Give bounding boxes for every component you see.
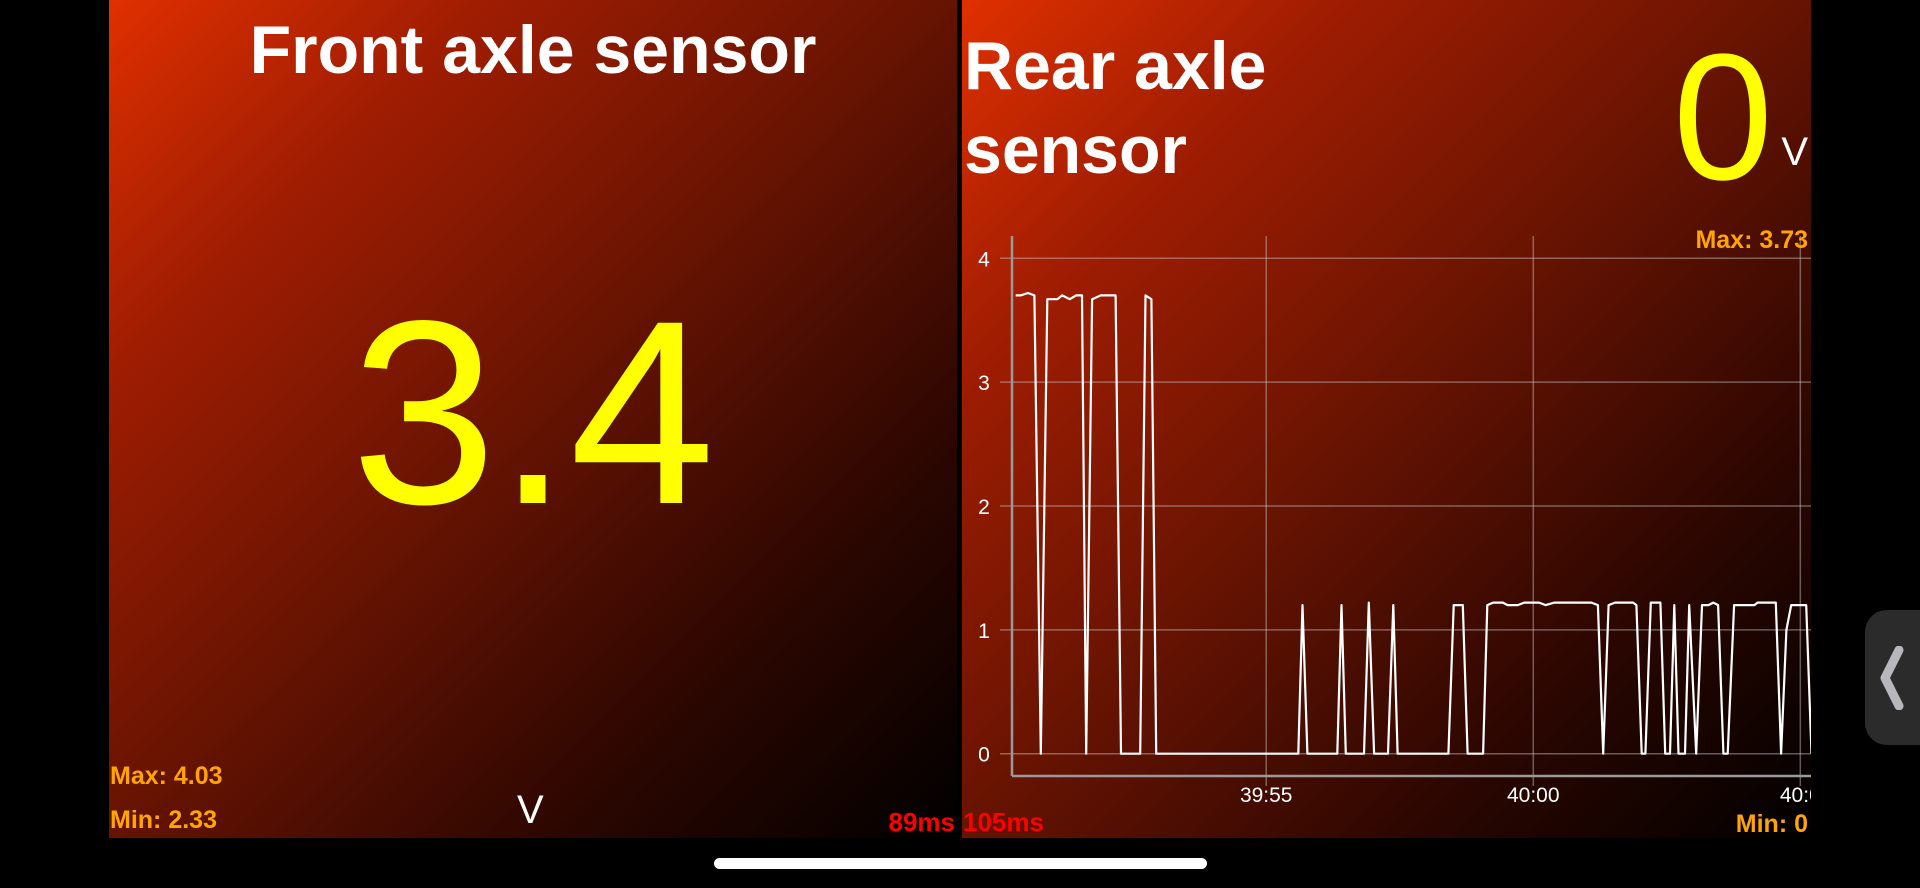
x-tick-label: 40:0 — [1780, 784, 1811, 807]
front-min-label: Min: 2.33 — [110, 806, 217, 834]
front-axle-panel[interactable]: Front axle sensor 3.4 V Max: 4.03 Min: 2… — [109, 0, 957, 838]
x-tick-label: 40:00 — [1507, 784, 1560, 807]
rear-latency: 105ms — [963, 807, 1044, 837]
y-tick-label: 1 — [978, 620, 990, 643]
rear-sensor-title: Rear axle sensor — [964, 28, 1267, 188]
front-sensor-unit: V — [517, 788, 544, 832]
rear-sensor-chart: 0 1 2 3 4 39:55 40:00 40:0 — [978, 236, 1811, 807]
rear-sensor-unit: V — [1781, 130, 1808, 174]
front-max-label: Max: 4.03 — [110, 762, 223, 790]
rear-min-label: Min: 0 — [1735, 810, 1808, 838]
front-sensor-title: Front axle sensor — [249, 12, 817, 88]
y-tick-label: 0 — [978, 744, 990, 767]
front-latency: 89ms — [888, 807, 956, 837]
rear-sensor-value: 0 — [1672, 17, 1773, 218]
rear-axle-panel[interactable]: Rear axle sensor 0 V 0 1 2 3 4 39:55 40:00 40:0… — [962, 0, 1811, 838]
home-indicator[interactable] — [714, 858, 1207, 869]
y-tick-label: 4 — [978, 248, 990, 271]
front-sensor-value: 3.4 — [350, 266, 716, 559]
y-tick-label: 2 — [978, 496, 990, 519]
series-line — [1015, 291, 1811, 755]
rear-max-label: Max: 3.73 — [1695, 226, 1808, 254]
side-panel-tab[interactable] — [1865, 610, 1920, 745]
chevron-left-icon — [1880, 646, 1904, 710]
x-tick-label: 39:55 — [1240, 784, 1293, 807]
y-tick-label: 3 — [978, 372, 990, 395]
